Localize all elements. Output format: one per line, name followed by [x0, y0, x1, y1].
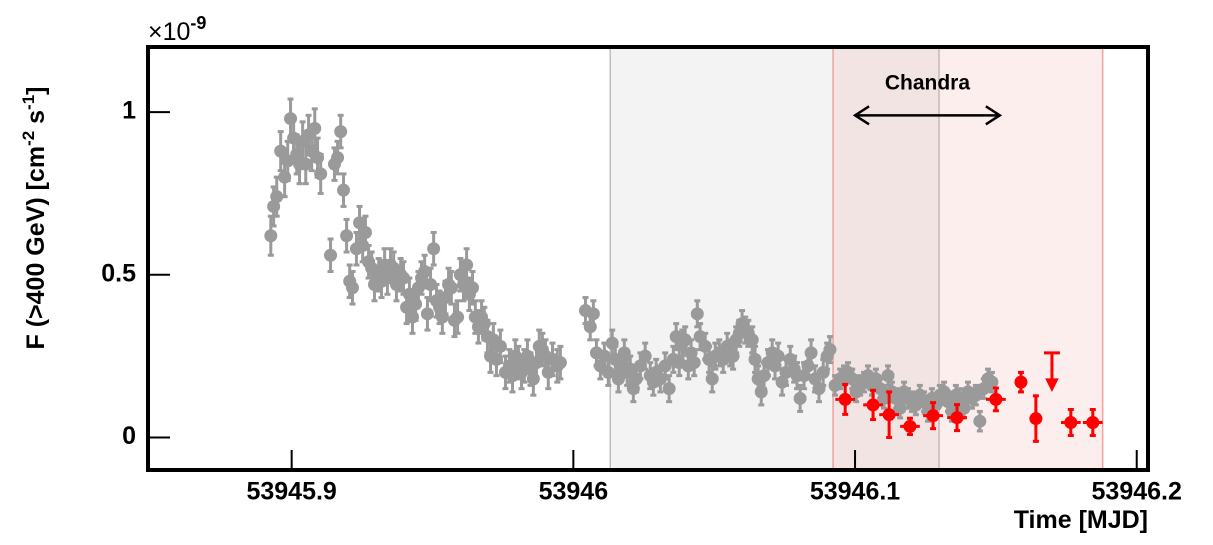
arrow-head: [985, 105, 1003, 126]
data-point: [690, 307, 704, 321]
x-tick-label: 53946: [539, 478, 609, 506]
data-point: [601, 365, 615, 379]
upper-limit-head: [1045, 378, 1059, 392]
data-point: [1014, 375, 1028, 389]
data-point: [358, 225, 372, 239]
y-tick-label: 0.5: [101, 259, 136, 287]
data-point: [804, 346, 818, 360]
data-point: [451, 310, 465, 324]
data-point: [420, 307, 434, 321]
data-point: [1086, 415, 1100, 429]
data-point: [460, 258, 474, 272]
data-point: [687, 356, 701, 370]
data-point: [881, 369, 895, 383]
data-point: [340, 229, 354, 243]
data-point: [331, 151, 345, 165]
data-point: [1064, 415, 1078, 429]
data-point: [324, 248, 338, 262]
data-point: [299, 157, 313, 171]
x-tick-label: 53945.9: [246, 478, 336, 506]
data-point: [903, 419, 917, 433]
y-tick-label: 0: [122, 422, 136, 450]
data-point: [989, 392, 1003, 406]
plot-area: [264, 97, 1103, 443]
data-point: [553, 356, 567, 370]
x-tick-label: 53946.1: [810, 478, 900, 506]
data-point: [274, 144, 288, 158]
data-point: [308, 121, 322, 135]
y-axis-label-part: s: [22, 110, 50, 131]
y-tick-label: 1: [122, 97, 136, 125]
data-point: [427, 242, 441, 256]
arrow-head: [852, 105, 870, 126]
data-point: [402, 287, 416, 301]
data-point: [823, 343, 837, 357]
data-point: [1029, 412, 1043, 426]
data-point: [985, 375, 999, 389]
data-point: [444, 281, 458, 295]
data-point: [866, 398, 880, 412]
annotation-text: Chandra: [885, 71, 971, 94]
data-point: [336, 183, 350, 197]
data-point: [771, 349, 785, 363]
data-point: [334, 125, 348, 139]
data-point: [793, 391, 807, 405]
data-point: [586, 307, 600, 321]
y-axis-label-part: F (>400 GeV) [cm: [22, 146, 50, 350]
data-point: [346, 281, 360, 295]
data-point: [745, 333, 759, 347]
y-axis-label: F (>400 GeV) [cm-2 s-1]: [19, 87, 50, 350]
y-multiplier: ×10-9: [148, 13, 206, 46]
y-axis-label-superscript: -1: [19, 95, 38, 110]
data-point: [653, 372, 667, 386]
data-point: [678, 333, 692, 347]
data-point: [882, 408, 896, 422]
data-point: [270, 190, 284, 204]
data-point: [424, 278, 438, 292]
data-point: [638, 349, 652, 363]
x-axis-label: Time [MJD]: [1014, 506, 1148, 534]
multiplier-exponent: -9: [190, 13, 206, 33]
shaded-regions: [609, 46, 1104, 471]
data-point: [748, 352, 762, 366]
data-point: [950, 411, 964, 425]
data-point: [957, 401, 971, 415]
data-point: [493, 339, 507, 353]
multiplier-base: ×10: [148, 18, 190, 46]
data-point: [926, 409, 940, 423]
data-point: [705, 372, 719, 386]
data-point: [466, 281, 480, 295]
x-tick-label: 53946.2: [1092, 478, 1182, 506]
data-point: [838, 392, 852, 406]
data-point: [314, 167, 328, 181]
data-point: [264, 229, 278, 243]
data-point: [353, 216, 367, 230]
y-axis-label-superscript: -2: [19, 131, 38, 146]
data-point: [973, 414, 987, 428]
data-point: [662, 382, 676, 396]
data-point: [893, 401, 907, 415]
frame: [146, 45, 1150, 472]
data-point: [396, 271, 410, 285]
y-axis-label-part: ]: [22, 87, 50, 95]
